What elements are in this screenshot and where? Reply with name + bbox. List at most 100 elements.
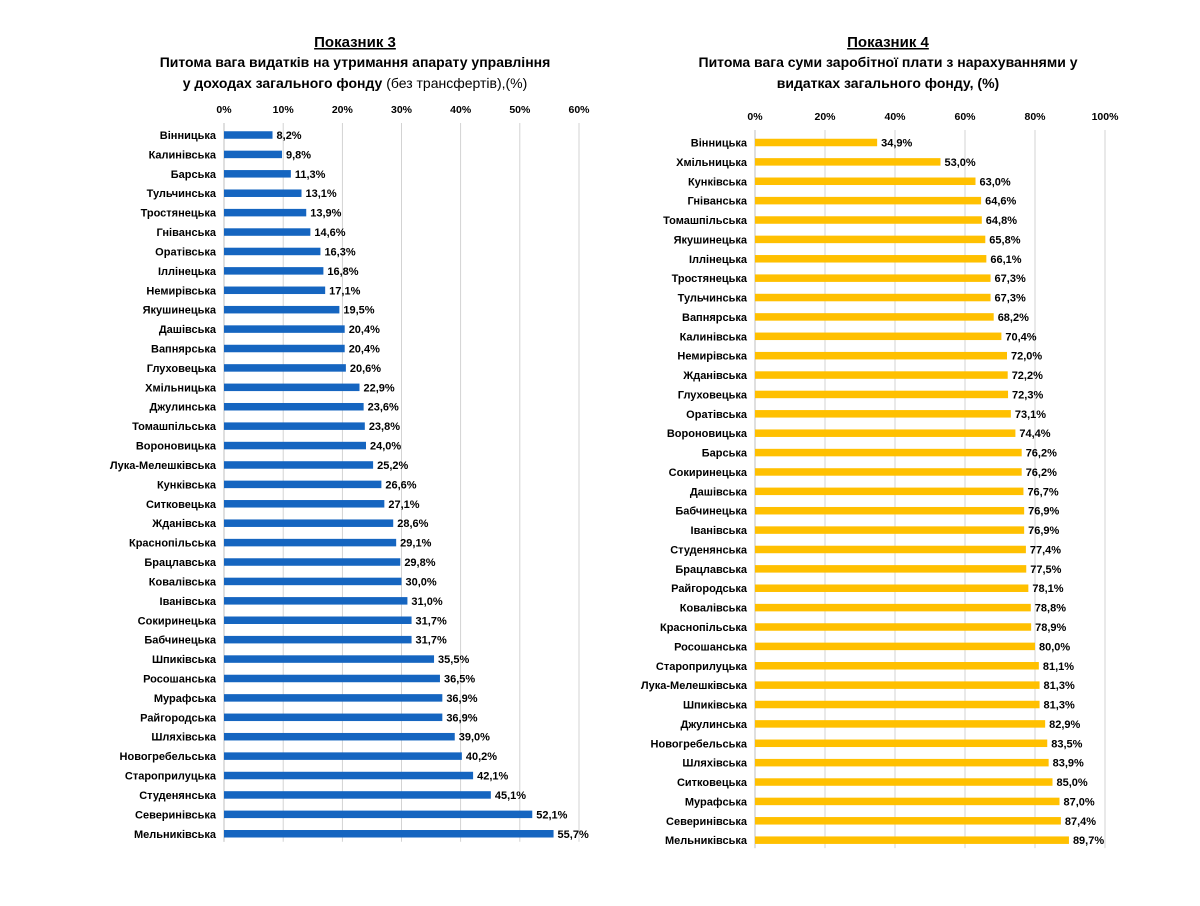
category-label: Мельниківська: [665, 835, 748, 847]
category-label: Староприлуцька: [125, 771, 217, 783]
category-label: Джулинська: [680, 719, 747, 731]
data-label: 31,7%: [416, 635, 447, 647]
category-label: Шпиківська: [683, 700, 748, 712]
data-label: 85,0%: [1057, 777, 1088, 789]
category-label: Лука-Мелешківська: [641, 680, 748, 692]
bar: [755, 565, 1027, 573]
bar: [224, 616, 412, 624]
chart-title-text: Питома вага суми заробітної плати з нара…: [699, 54, 1078, 70]
data-label: 13,1%: [306, 188, 337, 200]
bar: [224, 830, 554, 838]
data-label: 52,1%: [536, 809, 567, 821]
data-label: 67,3%: [995, 273, 1026, 285]
data-label: 22,9%: [363, 382, 394, 394]
bar: [224, 441, 366, 450]
data-label: 81,3%: [1044, 680, 1075, 692]
x-tick-label: 20%: [814, 111, 836, 123]
category-label: Ковалівська: [680, 603, 748, 615]
bar: [755, 468, 1022, 476]
category-label: Тростянецька: [672, 273, 748, 285]
bar: [755, 758, 1049, 767]
category-label: Северинівська: [135, 809, 217, 821]
data-label: 9,8%: [286, 149, 311, 161]
data-label: 72,2%: [1012, 370, 1043, 382]
data-label: 23,6%: [368, 402, 399, 414]
data-label: 68,2%: [998, 312, 1029, 324]
bar: [224, 402, 364, 411]
bar: [755, 623, 1032, 631]
category-label: Барська: [171, 169, 217, 181]
bar: [224, 480, 382, 489]
data-label: 76,9%: [1028, 525, 1059, 537]
bar: [755, 235, 986, 244]
category-label: Райгородська: [671, 583, 748, 595]
category-label: Староприлуцька: [656, 661, 748, 673]
category-label: Мурафська: [154, 693, 217, 705]
data-label: 65,8%: [989, 234, 1020, 246]
category-label: Росошанська: [143, 673, 217, 685]
chart3-heading: Показник 3: [314, 34, 396, 51]
bar: [224, 150, 282, 159]
data-label: 11,3%: [295, 169, 326, 181]
x-tick-label: 0%: [216, 104, 232, 116]
category-label: Дашівська: [159, 324, 217, 336]
data-label: 67,3%: [995, 293, 1026, 305]
chart4-title-line: Питома вага суми заробітної плати з нара…: [699, 54, 1078, 70]
bar: [755, 681, 1040, 689]
bar: [755, 177, 976, 186]
data-label: 78,8%: [1035, 603, 1066, 615]
bar: [755, 642, 1035, 651]
category-label: Томашпільська: [132, 421, 217, 433]
bar: [755, 410, 1011, 418]
category-label: Якушинецька: [674, 234, 748, 246]
category-label: Іванівська: [691, 525, 748, 537]
category-label: Вапнярська: [682, 312, 748, 324]
bar: [755, 662, 1039, 670]
category-label: Бабчинецька: [675, 506, 747, 518]
data-label: 53,0%: [945, 157, 976, 169]
bar: [755, 603, 1031, 612]
category-label: Немирівська: [146, 285, 216, 297]
data-label: 24,0%: [370, 441, 401, 453]
bar: [224, 228, 311, 236]
category-label: Краснопільська: [660, 622, 748, 634]
category-label: Барська: [702, 448, 748, 460]
chart3-title-line: Питома вага видатків на утримання апарат…: [160, 54, 551, 70]
bar: [224, 131, 273, 139]
data-label: 25,2%: [377, 460, 408, 472]
bar: [755, 487, 1024, 496]
data-label: 45,1%: [495, 790, 526, 802]
data-label: 23,8%: [369, 421, 400, 433]
category-label: Вороновицька: [667, 428, 748, 440]
bar: [224, 500, 385, 508]
bar: [755, 351, 1007, 360]
category-label: Шляхівська: [682, 758, 748, 770]
category-label: Лука-Мелешківська: [110, 460, 217, 472]
category-label: Хмільницька: [676, 157, 748, 169]
x-tick-label: 100%: [1092, 111, 1120, 123]
bar: [755, 817, 1061, 825]
category-label: Шпиківська: [152, 654, 217, 666]
data-label: 81,1%: [1043, 661, 1074, 673]
x-tick-label: 80%: [1024, 111, 1046, 123]
data-label: 40,2%: [466, 751, 497, 763]
category-label: Ситковецька: [677, 777, 748, 789]
bar: [224, 732, 455, 741]
data-label: 27,1%: [388, 499, 419, 511]
bar: [224, 286, 326, 295]
data-label: 76,9%: [1028, 506, 1059, 518]
bar: [755, 255, 987, 263]
bar: [224, 597, 408, 605]
category-label: Іллінецька: [689, 254, 748, 266]
bar: [755, 332, 1002, 341]
chart-title-text: видатках загального фонду, (%): [777, 75, 999, 91]
data-label: 80,0%: [1039, 641, 1070, 653]
bar: [755, 506, 1025, 515]
data-label: 42,1%: [477, 771, 508, 783]
data-label: 31,0%: [411, 596, 442, 608]
chart3-title-line: у доходах загального фонду (без трансфер…: [183, 75, 528, 91]
category-label: Гніванська: [687, 196, 747, 208]
category-label: Вінницька: [691, 138, 748, 150]
data-label: 76,2%: [1026, 448, 1057, 460]
bar: [224, 383, 360, 392]
